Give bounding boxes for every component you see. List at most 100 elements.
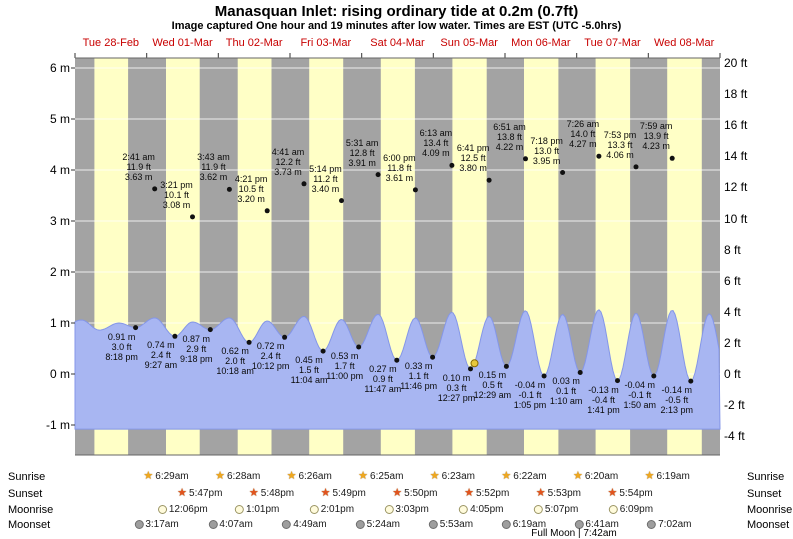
y-axis-label-m: 4 m: [49, 163, 70, 177]
y-axis-label-m: 6 m: [49, 61, 70, 75]
sunset-time-entry: ★ 5:54pm: [607, 487, 652, 500]
moonrise-icon: [157, 505, 167, 514]
sunrise-star-icon: ★: [143, 470, 154, 482]
astro-row-label-sunrise-left: Sunrise: [8, 471, 46, 483]
sunrise-star-icon: ★: [429, 470, 440, 482]
moonrise-time: 1:01pm: [246, 504, 280, 515]
y-axis-label-m: 3 m: [49, 214, 70, 228]
y-axis-label-ft: 6 ft: [724, 273, 741, 288]
astro-row-label-sunset-right: Sunset: [747, 488, 782, 500]
sunrise-star-icon: ★: [572, 470, 583, 482]
sunset-time: 5:47pm: [189, 488, 223, 499]
high-tide-annotation: 5:14 pm 11.2 ft 3.40 m: [309, 163, 342, 194]
sunrise-time: 6:25am: [370, 471, 404, 482]
moonrise-time: 3:03pm: [395, 504, 429, 515]
sunset-time-entry: ★ 5:47pm: [177, 487, 222, 500]
sunset-time-entry: ★ 5:49pm: [321, 487, 366, 500]
moonrise-time: 6:09pm: [619, 504, 654, 515]
day-label: Wed 08-Mar: [653, 37, 715, 49]
moonset-icon: [501, 520, 511, 529]
moonrise-time-entry: 2:01pm: [309, 503, 354, 516]
high-tide-annotation: 3:43 am 11.9 ft 3.62 m: [197, 152, 230, 183]
moonrise-time-entry: 4:05pm: [459, 503, 503, 516]
high-tide-annotation: 7:18 pm 13.0 ft 3.95 m: [530, 135, 563, 166]
moonset-time-entry: 3:17am: [134, 518, 179, 531]
sunrise-time-entry: ★ 6:25am: [358, 470, 403, 483]
low-tide-annotation: 0.72 m 2.4 ft 10:12 pm: [251, 341, 290, 372]
day-label: Tue 07-Mar: [584, 37, 641, 49]
sunrise-time-entry: ★ 6:20am: [573, 470, 618, 483]
moonrise-time-entry: 1:01pm: [235, 503, 279, 516]
low-tide-annotation: 0.45 m 1.5 ft 11:04 am: [290, 355, 328, 386]
y-axis-label-ft: -4 ft: [724, 429, 745, 444]
y-axis-label-ft: 14 ft: [724, 149, 748, 164]
sunrise-time: 6:20am: [584, 471, 619, 482]
low-tide-annotation: 0.33 m 1.1 ft 11:46 pm: [400, 361, 438, 392]
day-label: Sun 05-Mar: [440, 37, 498, 49]
page-title: Manasquan Inlet: rising ordinary tide at…: [214, 3, 579, 20]
moonset-time: 5:53am: [439, 519, 474, 530]
low-tide-annotation: 0.15 m 0.5 ft 12:29 am: [473, 370, 512, 401]
low-tide-annotation: 0.27 m 0.9 ft 11:47 am: [364, 364, 402, 395]
moonset-time: 4:49am: [293, 519, 327, 530]
y-axis-label-m: 5 m: [49, 112, 70, 126]
moonrise-icon: [309, 505, 319, 514]
moonrise-time: 4:05pm: [470, 504, 504, 515]
low-tide-annotation: 0.87 m 2.9 ft 9:18 pm: [180, 333, 213, 364]
moonrise-time-entry: 3:03pm: [384, 503, 429, 516]
sunrise-time-entry: ★ 6:22am: [501, 470, 546, 483]
low-tide-annotation: 0.62 m 2.0 ft 10:18 am: [216, 346, 254, 377]
sunset-time-entry: ★ 5:50pm: [392, 487, 437, 500]
moonrise-time-entry: 5:07pm: [533, 503, 579, 516]
sunset-time: 5:49pm: [332, 488, 366, 499]
high-tide-annotation: 6:51 am 13.8 ft 4.22 m: [493, 121, 526, 152]
sunrise-star-icon: ★: [644, 470, 655, 482]
sunrise-time: 6:28am: [226, 471, 261, 482]
y-axis-label-ft: 4 ft: [724, 304, 741, 319]
sunset-time: 5:53pm: [547, 488, 582, 499]
moonset-icon: [134, 520, 144, 529]
day-label: Thu 02-Mar: [225, 37, 283, 49]
sunset-star-icon: ★: [248, 487, 259, 499]
low-tide-annotation: 0.74 m 2.4 ft 9:27 am: [144, 340, 178, 371]
low-tide-annotation: 0.53 m 1.7 ft 11:00 pm: [326, 350, 364, 381]
y-axis-label-ft: 12 ft: [724, 180, 748, 195]
high-tide-annotation: 2:41 am 11.9 ft 3.63 m: [122, 151, 155, 182]
sunrise-time: 6:23am: [441, 471, 476, 482]
sunset-time-entry: ★ 5:53pm: [536, 487, 581, 500]
moonrise-icon: [459, 505, 469, 514]
y-axis-label-ft: 18 ft: [724, 87, 748, 102]
high-tide-annotation: 3:21 pm 10.1 ft 3.08 m: [160, 179, 193, 210]
low-tide-annotation: 0.03 m 0.1 ft 1:10 am: [549, 376, 583, 407]
moonset-time-entry: 7:02am: [647, 518, 691, 531]
y-axis-label-ft: 16 ft: [724, 118, 748, 133]
y-axis-label-m: -1 m: [46, 418, 70, 432]
sunset-star-icon: ★: [177, 487, 188, 499]
chart-subtitle: Image captured One hour and 19 minutes a…: [171, 20, 622, 32]
moonrise-icon: [608, 505, 618, 514]
low-tide-annotation: -0.04 m -0.1 ft 1:05 pm: [513, 380, 547, 411]
sunrise-time-entry: ★ 6:29am: [143, 470, 188, 483]
moonset-time-entry: 4:07am: [208, 518, 253, 531]
moonrise-icon: [533, 505, 543, 514]
sunset-time-entry: ★ 5:48pm: [249, 487, 294, 500]
moonset-icon: [208, 520, 218, 529]
moonrise-icon: [235, 505, 245, 514]
astro-row-label-moonrise-left: Moonrise: [8, 504, 54, 516]
sunrise-star-icon: ★: [215, 470, 225, 482]
moonrise-time-entry: 6:09pm: [608, 503, 654, 516]
moonrise-time: 5:07pm: [544, 504, 579, 515]
high-tide-annotation: 4:41 am 12.2 ft 3.73 m: [271, 146, 305, 177]
sunrise-time: 6:19am: [656, 471, 690, 482]
high-tide-annotation: 7:59 am 13.9 ft 4.23 m: [639, 121, 673, 152]
high-tide-annotation: 6:41 pm 12.5 ft 3.80 m: [456, 143, 490, 174]
astro-row-label-moonrise-right: Moonrise: [747, 504, 793, 516]
low-tide-annotation: -0.13 m -0.4 ft 1:41 pm: [587, 384, 620, 415]
sunset-star-icon: ★: [535, 487, 546, 499]
sunset-time: 5:50pm: [404, 488, 438, 499]
sunrise-star-icon: ★: [358, 470, 369, 482]
moonrise-icon: [384, 505, 394, 514]
sunset-time: 5:52pm: [475, 488, 510, 499]
day-label: Tue 28-Feb: [82, 37, 140, 49]
